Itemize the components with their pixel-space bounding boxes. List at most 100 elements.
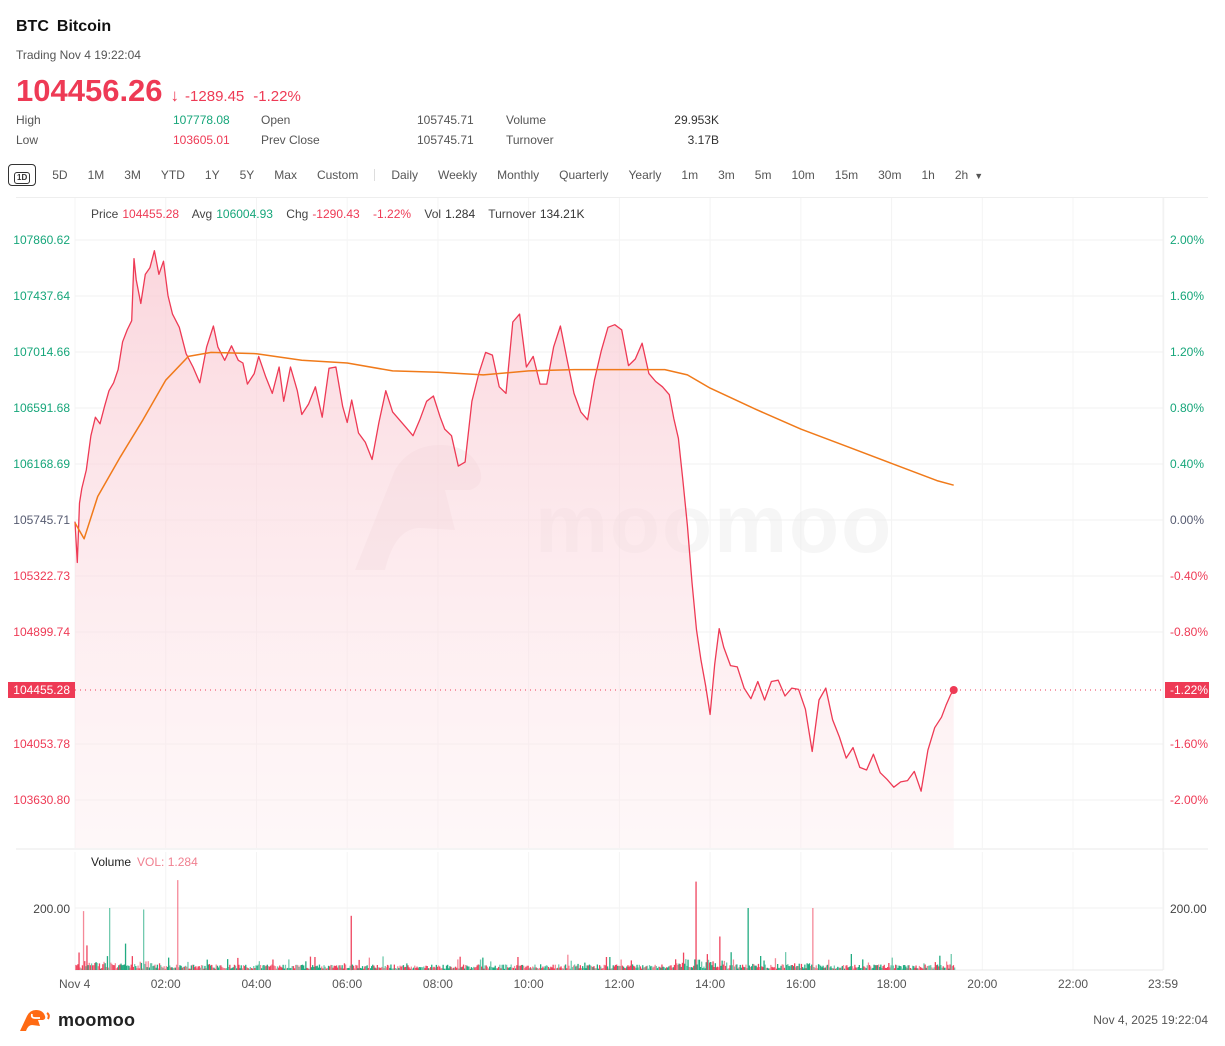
svg-text:-1.22%: -1.22% — [1170, 683, 1208, 697]
volume-bars — [75, 880, 956, 971]
period-yearly-button[interactable]: Yearly — [628, 168, 662, 182]
brand-name: moomoo — [58, 1009, 136, 1030]
svg-text:10:00: 10:00 — [514, 977, 544, 991]
svg-text:-2.00%: -2.00% — [1170, 793, 1208, 807]
low-label: Low — [16, 133, 39, 147]
prev-close-label: Prev Close — [261, 133, 320, 147]
svg-text:104053.78: 104053.78 — [13, 737, 70, 751]
period-10m-button[interactable]: 10m — [791, 168, 815, 182]
interval-dropdown[interactable]: 2h ▼ — [954, 168, 984, 182]
range-3m-button[interactable]: 3M — [124, 168, 141, 182]
legend-price: 104455.28 — [122, 207, 180, 221]
prev-close-value: 105745.71 — [417, 133, 474, 147]
svg-text:106168.69: 106168.69 — [13, 457, 70, 471]
toolbar-divider — [374, 169, 376, 181]
price-line — [74, 250, 955, 792]
legend-vol: 1.284 — [445, 207, 476, 221]
current-price-dot — [949, 686, 958, 694]
period-30m-button[interactable]: 30m — [878, 168, 902, 182]
range-custom-button[interactable]: Custom — [316, 168, 359, 182]
svg-text:06:00: 06:00 — [332, 977, 362, 991]
legend-chg: -1290.43 — [312, 207, 360, 221]
svg-text:23:59: 23:59 — [1148, 977, 1178, 991]
period-1h-button[interactable]: 1h — [921, 168, 935, 182]
bull-logo-icon — [20, 1010, 50, 1031]
price-row: 104456.26 ↓ -1289.45 -1.22% — [16, 73, 301, 109]
svg-text:18:00: 18:00 — [877, 977, 907, 991]
volume-legend: Volume VOL: 1.284 — [91, 855, 198, 869]
instrument-name: Bitcoin — [56, 18, 112, 35]
svg-text:22:00: 22:00 — [1058, 977, 1088, 991]
svg-text:0.40%: 0.40% — [1170, 457, 1204, 471]
svg-text:0.00%: 0.00% — [1170, 513, 1204, 527]
trading-status: Trading Nov 4 19:22:04 — [16, 48, 141, 62]
legend-chg-pct: -1.22% — [373, 207, 412, 221]
svg-text:20:00: 20:00 — [967, 977, 997, 991]
svg-text:103630.80: 103630.80 — [13, 793, 70, 807]
svg-text:107437.64: 107437.64 — [13, 289, 70, 303]
price-change-percent: -1.22% — [253, 88, 301, 105]
period-15m-button[interactable]: 15m — [834, 168, 859, 182]
period-quarterly-button[interactable]: Quarterly — [559, 168, 609, 182]
volume-axis-right: 200.00 — [1170, 902, 1207, 916]
period-3m-button[interactable]: 3m — [718, 168, 735, 182]
volume-label: Volume — [506, 113, 547, 127]
period-1m-button[interactable]: 1m — [681, 168, 699, 182]
period-weekly-button[interactable]: Weekly — [437, 168, 478, 182]
svg-text:Nov 4: Nov 4 — [59, 977, 91, 991]
moomoo-logo: moomoo — [18, 1008, 135, 1032]
svg-text:1.20%: 1.20% — [1170, 345, 1204, 359]
last-price: 104456.26 — [16, 73, 163, 108]
range-1d-button[interactable]: 1D — [8, 164, 37, 186]
svg-text:106591.68: 106591.68 — [13, 401, 70, 415]
footer-timestamp: Nov 4, 2025 19:22:04 — [1093, 1013, 1208, 1027]
svg-text:107860.62: 107860.62 — [13, 233, 70, 247]
down-arrow-icon: ↓ — [170, 86, 180, 105]
price-area — [75, 250, 954, 848]
svg-text:2.00%: 2.00% — [1170, 233, 1204, 247]
svg-text:104455.28: 104455.28 — [13, 683, 70, 697]
svg-text:08:00: 08:00 — [423, 977, 453, 991]
svg-text:-0.40%: -0.40% — [1170, 569, 1208, 583]
period-buttons: Daily Weekly Monthly Quarterly Yearly 1m 3m 5m 1… — [381, 164, 945, 186]
svg-text:-0.80%: -0.80% — [1170, 625, 1208, 639]
svg-text:14:00: 14:00 — [695, 977, 725, 991]
chart-legend: Price 104455.28 Avg 106004.93 Chg -1290.43 … — [91, 207, 585, 221]
low-value: 103605.01 — [173, 133, 230, 147]
legend-avg: 106004.93 — [216, 207, 273, 221]
period-5m-button[interactable]: 5m — [754, 168, 772, 182]
svg-text:12:00: 12:00 — [604, 977, 634, 991]
svg-text:105322.73: 105322.73 — [13, 569, 70, 583]
open-value: 105745.71 — [417, 113, 474, 127]
high-label: High — [16, 113, 41, 127]
range-ytd-button[interactable]: YTD — [160, 168, 185, 182]
range-buttons: 5D 1M 3M YTD 1Y 5Y Max Custom — [42, 164, 368, 186]
y-axis-left: 107860.62 107437.64 107014.66 106591.68 1061… — [8, 233, 75, 807]
volume-value: 29.953K — [674, 113, 719, 127]
svg-text:-1.60%: -1.60% — [1170, 737, 1208, 751]
volume-axis-left: 200.00 — [33, 902, 70, 916]
svg-text:1.60%: 1.60% — [1170, 289, 1204, 303]
svg-text:105745.71: 105745.71 — [13, 513, 70, 527]
period-daily-button[interactable]: Daily — [391, 168, 418, 182]
caret-down-icon: ▼ — [974, 171, 984, 181]
range-5d-button[interactable]: 5D — [52, 168, 68, 182]
range-max-button[interactable]: Max — [274, 168, 297, 182]
volume-legend-value: VOL: 1.284 — [137, 855, 198, 869]
svg-text:0.80%: 0.80% — [1170, 401, 1204, 415]
svg-text:104899.74: 104899.74 — [13, 625, 70, 639]
range-5y-button[interactable]: 5Y — [239, 168, 255, 182]
symbol: BTC — [16, 18, 49, 35]
svg-text:16:00: 16:00 — [786, 977, 816, 991]
period-monthly-button[interactable]: Monthly — [497, 168, 540, 182]
range-1y-button[interactable]: 1Y — [204, 168, 220, 182]
range-1m-button[interactable]: 1M — [87, 168, 105, 182]
turnover-label: Turnover — [506, 133, 554, 147]
price-change: -1289.45 — [185, 88, 245, 105]
open-label: Open — [261, 113, 291, 127]
toolbar-divider-line — [16, 197, 1208, 198]
svg-text:02:00: 02:00 — [151, 977, 181, 991]
x-axis: Nov 4 02:00 04:00 06:00 08:00 10:00 12:00 14:00… — [59, 977, 1178, 991]
avg-line — [74, 351, 954, 540]
